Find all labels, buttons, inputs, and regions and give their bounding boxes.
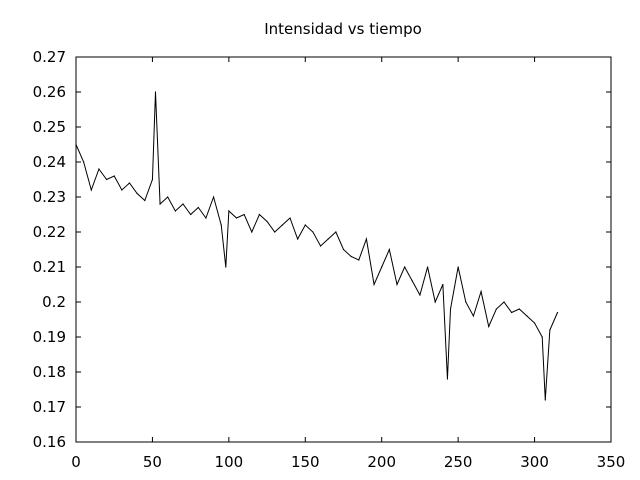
data-point — [105, 178, 108, 181]
data-point — [121, 189, 123, 191]
data-point — [419, 294, 421, 296]
data-point — [373, 283, 375, 286]
data-point — [98, 168, 100, 170]
y-tick-label: 0.24 — [33, 153, 66, 171]
x-tick-label: 350 — [597, 453, 626, 471]
data-point — [225, 266, 227, 268]
y-tick-label: 0.18 — [33, 363, 66, 381]
data-point — [511, 311, 513, 314]
data-point — [358, 259, 360, 261]
data-point — [465, 301, 467, 303]
x-tick-label: 250 — [444, 453, 473, 471]
data-point — [297, 238, 299, 240]
data-point — [541, 336, 543, 338]
chart-title: Intensidad vs tiempo — [264, 20, 422, 38]
data-point — [526, 315, 528, 317]
data-point — [365, 238, 368, 240]
series-line — [75, 91, 558, 401]
y-tick-label: 0.23 — [33, 188, 66, 206]
data-point — [312, 231, 314, 233]
data-point — [480, 290, 482, 293]
data-point — [434, 301, 436, 303]
y-tick-label: 0.25 — [33, 118, 66, 136]
data-point — [190, 213, 192, 216]
data-point — [83, 161, 85, 163]
data-point — [197, 206, 199, 209]
data-point — [159, 203, 161, 205]
data-point — [544, 399, 546, 401]
data-point — [388, 248, 390, 251]
data-point — [113, 175, 115, 177]
y-tick-label: 0.2 — [42, 293, 66, 311]
x-tick-label: 100 — [215, 453, 244, 471]
data-point — [503, 301, 505, 303]
y-tick-label: 0.19 — [33, 328, 66, 346]
data-point — [258, 213, 261, 216]
data-point — [488, 325, 490, 328]
data-point — [212, 196, 215, 198]
data-point — [205, 217, 207, 219]
y-tick-label: 0.21 — [33, 258, 66, 276]
data-point — [251, 231, 253, 233]
data-point — [228, 210, 230, 212]
data-point — [457, 266, 459, 268]
data-point — [151, 178, 154, 181]
series-layer — [75, 91, 559, 401]
data-point — [449, 308, 452, 310]
y-tick-label: 0.27 — [33, 48, 66, 66]
x-tick-label: 300 — [520, 453, 549, 471]
data-point — [533, 322, 536, 324]
x-tick-label: 150 — [291, 453, 320, 471]
data-point — [220, 224, 222, 226]
data-point — [154, 91, 157, 93]
data-point — [518, 308, 520, 310]
data-point — [304, 224, 306, 226]
data-point — [327, 238, 329, 240]
data-point — [128, 182, 131, 184]
data-point — [549, 329, 551, 331]
plot-frame — [75, 56, 612, 443]
data-point — [495, 308, 497, 310]
data-point — [446, 378, 449, 380]
x-tick-label: 200 — [367, 453, 396, 471]
data-point — [274, 231, 276, 233]
data-point — [75, 143, 77, 146]
data-point — [404, 266, 406, 268]
data-point — [235, 217, 238, 219]
data-point — [411, 280, 413, 282]
y-tick-label: 0.17 — [33, 398, 66, 416]
data-point — [136, 192, 138, 195]
data-point — [342, 248, 345, 251]
axis-ticks: 0 50 100 150 200 250 300 350 0.16 0.17 0.18 0.19 0.2… — [33, 48, 626, 471]
data-point — [396, 283, 398, 286]
data-point — [281, 224, 283, 226]
data-point — [350, 255, 352, 258]
data-point — [381, 266, 383, 268]
x-tick-label: 0 — [71, 453, 81, 471]
y-tick-label: 0.26 — [33, 83, 66, 101]
data-point — [90, 189, 92, 191]
data-point — [335, 231, 337, 233]
data-point — [144, 199, 146, 202]
data-point — [556, 311, 559, 314]
data-point — [472, 315, 475, 317]
data-point — [243, 213, 245, 216]
data-point — [426, 266, 429, 268]
data-point — [319, 245, 322, 247]
data-point — [167, 196, 169, 198]
data-point — [182, 203, 184, 205]
y-tick-label: 0.22 — [33, 223, 66, 241]
data-point — [266, 220, 268, 223]
y-tick-label: 0.16 — [33, 433, 66, 451]
data-point — [289, 217, 291, 219]
x-tick-label: 50 — [143, 453, 162, 471]
data-point — [174, 210, 176, 212]
data-point — [442, 283, 444, 286]
